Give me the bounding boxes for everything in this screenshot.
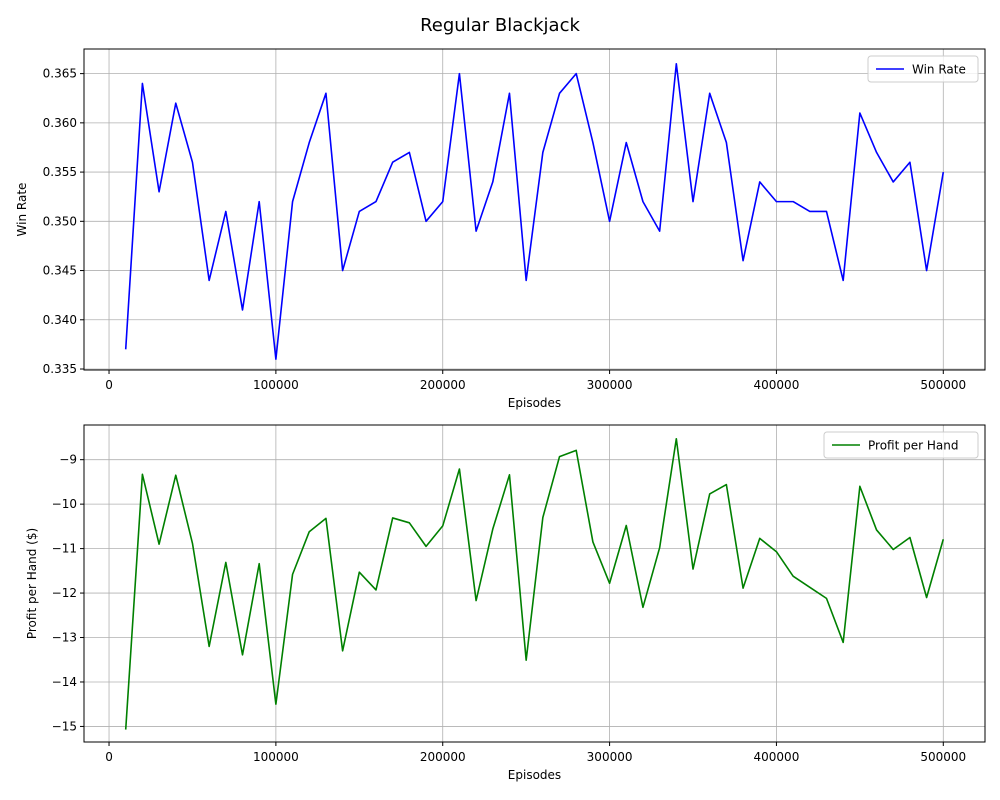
profit-per-hand-y-tick-label: −13	[52, 631, 77, 645]
profit-per-hand-y-tick-label: −9	[59, 453, 77, 467]
win-rate-axes-frame	[83, 48, 986, 371]
profit-per-hand-x-tick-label: 100000	[253, 750, 299, 764]
profit-per-hand-x-tick-label: 500000	[920, 750, 966, 764]
win-rate-legend-label: Win Rate	[912, 63, 966, 77]
win-rate-plot-area	[84, 49, 985, 370]
win-rate-y-tick-label: 0.365	[43, 67, 77, 81]
win-rate-plot: 0 100000 200000 300000 400000 500000 0.335 0.34…	[15, 48, 986, 410]
profit-per-hand-y-tick-label: −15	[52, 719, 77, 733]
profit-per-hand-axes-frame	[83, 424, 986, 743]
profit-per-hand-plot: 0 100000 200000 300000 400000 500000 −15 −14 −13…	[25, 424, 986, 782]
figure-title: Regular Blackjack	[420, 15, 580, 36]
win-rate-x-tick-label: 300000	[587, 378, 633, 392]
win-rate-legend-box	[867, 55, 979, 83]
win-rate-x-tick-label: 200000	[420, 378, 466, 392]
profit-per-hand-x-axis-label: Episodes	[508, 768, 561, 782]
profit-per-hand-legend: Profit per Hand	[823, 431, 979, 459]
win-rate-series-line	[124, 62, 945, 360]
profit-per-hand-y-tick-label: −11	[52, 542, 77, 556]
profit-per-hand-legend-box	[823, 431, 979, 459]
win-rate-y-tick-label: 0.335	[43, 362, 77, 376]
profit-per-hand-x-tick-label: 200000	[420, 750, 466, 764]
profit-per-hand-y-tick-label: −12	[52, 586, 77, 600]
profit-per-hand-y-tick-label: −14	[52, 675, 77, 689]
profit-per-hand-y-tick-label: −10	[52, 497, 77, 511]
win-rate-y-tick-label: 0.340	[43, 313, 77, 327]
profit-per-hand-legend-label: Profit per Hand	[868, 439, 958, 453]
win-rate-y-tick-label: 0.350	[43, 214, 77, 228]
win-rate-x-tick-label: 400000	[754, 378, 800, 392]
win-rate-x-tick-label: 100000	[253, 378, 299, 392]
win-rate-x-tick-label: 500000	[920, 378, 966, 392]
win-rate-x-tick-label: 0	[105, 378, 113, 392]
win-rate-y-tick-label: 0.345	[43, 264, 77, 278]
win-rate-y-axis-label: Win Rate	[15, 183, 29, 237]
win-rate-x-axis-label: Episodes	[508, 396, 561, 410]
profit-per-hand-y-axis-label: Profit per Hand ($)	[25, 528, 39, 639]
profit-per-hand-x-tick-label: 400000	[754, 750, 800, 764]
win-rate-y-tick-label: 0.360	[43, 116, 77, 130]
win-rate-legend: Win Rate	[867, 55, 979, 83]
profit-per-hand-x-tick-label: 0	[105, 750, 113, 764]
profit-per-hand-series-line	[124, 437, 945, 730]
win-rate-y-tick-label: 0.355	[43, 165, 77, 179]
profit-per-hand-x-tick-label: 300000	[587, 750, 633, 764]
